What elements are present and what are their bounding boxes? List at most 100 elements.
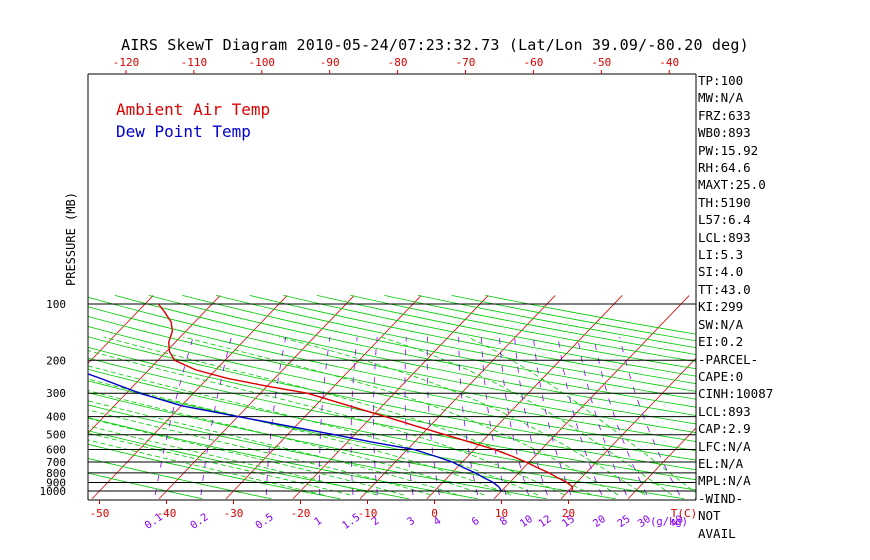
pressure-tick-label: 100 [46, 298, 66, 311]
isotherm-line [627, 427, 696, 500]
mixing-ratio-label: 15 [560, 513, 577, 530]
mixing-ratio-label: 4 [431, 515, 443, 528]
index-item: MW:N/A [698, 90, 744, 106]
pressure-tick-label: 800 [46, 467, 66, 480]
dry-adiabat-line [88, 392, 616, 500]
index-item: WB0:893 [698, 125, 751, 141]
dry-adiabat-line [88, 443, 340, 500]
index-item: LCL:893 [698, 229, 751, 245]
mixing-ratio-label: 25 [615, 513, 632, 530]
moist-adiabat-line [88, 390, 485, 496]
isotherm-line [0, 295, 86, 498]
dry-adiabat-line [88, 417, 478, 500]
dry-adiabat-line [114, 295, 696, 416]
mixing-ratio-label: 2 [369, 515, 381, 528]
isotherm-line [88, 295, 221, 434]
mixing-ratio-label: 0.2 [188, 511, 210, 532]
index-item: -WIND- [698, 490, 744, 506]
pressure-tick-label: 700 [46, 456, 66, 469]
bottom-temp-label: -50 [90, 507, 110, 520]
moist-adiabat-line [88, 425, 378, 496]
isotherm-line [91, 295, 288, 500]
bottom-temp-unit: T(C) [671, 507, 698, 520]
isotherm-line [829, 295, 870, 498]
dry-adiabat-line [88, 306, 696, 434]
legend-ambient-air-temp: Ambient Air Temp [116, 100, 271, 119]
mixing-ratio-label: 20 [591, 513, 608, 530]
index-item: LFC:N/A [698, 438, 751, 454]
dry-adiabat-line [88, 472, 203, 500]
chart-title: AIRS SkewT Diagram 2010-05-24/07:23:32.7… [121, 36, 749, 54]
dry-adiabat-line [88, 457, 272, 500]
dry-adiabat-line [283, 295, 696, 377]
top-temp-label: -60 [523, 56, 543, 69]
pressure-tick-label: 300 [46, 387, 66, 400]
index-item: -PARCEL- [698, 351, 759, 367]
dry-adiabat-line [88, 404, 547, 500]
dry-adiabat-line [215, 295, 696, 392]
index-item: PW:15.92 [698, 142, 759, 158]
index-item: CAP:2.9 [698, 421, 751, 437]
moist-adiabat-line [88, 409, 431, 496]
index-item: LI:5.3 [698, 247, 744, 263]
dry-adiabat-line [182, 295, 696, 400]
index-item: RH:64.6 [698, 160, 751, 176]
dry-adiabat-line [88, 316, 696, 442]
bottom-temp-label: -40 [157, 507, 177, 520]
index-item: SI:4.0 [698, 264, 744, 280]
ambient-air-temp-line [157, 303, 574, 492]
index-item: L57:6.4 [698, 212, 751, 228]
dry-adiabat-line [88, 296, 696, 425]
bottom-temp-label: 10 [495, 507, 508, 520]
dry-adiabat-line [88, 346, 696, 471]
isotherm-line [426, 295, 623, 500]
dry-adiabat-line [88, 380, 685, 500]
bottom-temp-label: -20 [291, 507, 311, 520]
index-item: EI:0.2 [698, 334, 744, 350]
top-temp-label: -40 [659, 56, 679, 69]
bottom-temp-label: -10 [358, 507, 378, 520]
isotherm-line [292, 295, 489, 500]
isotherm-line [493, 295, 690, 500]
mixing-ratio-label: 10 [518, 513, 535, 530]
index-item: FRZ:633 [698, 107, 751, 123]
top-temp-label: -80 [388, 56, 408, 69]
mixing-ratio-label: 40 [669, 513, 686, 530]
isotherm-line [560, 357, 696, 500]
top-temp-label: -90 [320, 56, 340, 69]
index-item: CAPE:0 [698, 368, 744, 384]
top-temp-label: -120 [113, 56, 140, 69]
index-item: TP:100 [698, 73, 744, 88]
pressure-tick-label: 600 [46, 444, 66, 457]
index-item: KI:299 [698, 299, 744, 315]
bottom-temp-label: 20 [562, 507, 575, 520]
isotherm-line [762, 295, 870, 498]
index-item: SW:N/A [698, 316, 744, 332]
legend-dew-point-temp: Dew Point Temp [116, 122, 251, 141]
index-item: CINH:10087 [698, 386, 774, 402]
index-item: EL:N/A [698, 455, 744, 471]
index-item: NOT [698, 508, 721, 524]
top-temp-label: -100 [249, 56, 276, 69]
top-temp-label: -50 [591, 56, 611, 69]
isotherm-line [0, 295, 19, 498]
dry-adiabat-line [88, 357, 696, 481]
isotherm-line [359, 295, 556, 500]
index-item: AVAIL [698, 525, 736, 541]
top-temp-label: -110 [181, 56, 208, 69]
dry-adiabat-line [417, 295, 696, 349]
y-axis-label: PRESSURE (MB) [64, 192, 78, 286]
isotherm-line [158, 295, 355, 500]
dew-point-temp-line [88, 373, 503, 492]
index-item: TH:5190 [698, 194, 751, 210]
index-item: MPL:N/A [698, 473, 751, 489]
isotherm-line [88, 295, 154, 364]
moist-adiabat-line [88, 439, 324, 496]
mixing-ratio-label: 3 [405, 515, 417, 528]
index-item: MAXT:25.0 [698, 177, 766, 193]
index-item: TT:43.0 [698, 281, 751, 297]
dry-adiabat-line [148, 295, 696, 408]
index-item: LCL:893 [698, 403, 751, 419]
dry-adiabat-line [249, 295, 696, 385]
